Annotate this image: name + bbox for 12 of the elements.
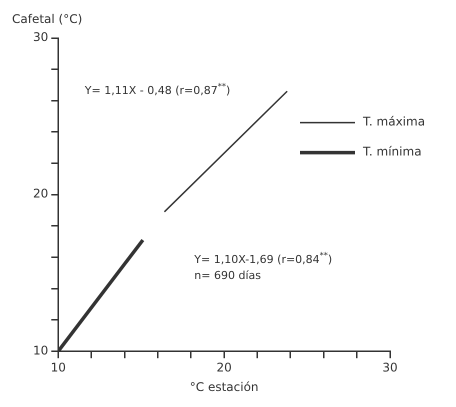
x-axis-title: °C estación xyxy=(190,380,259,394)
y-axis-title: Cafetal (°C) xyxy=(12,12,82,26)
y-tick-label: 10 xyxy=(32,343,48,358)
x-tick-label: 20 xyxy=(216,360,232,375)
y-tick-label: 30 xyxy=(32,30,48,44)
x-tick-label: 10 xyxy=(50,360,66,375)
text: Y= 1,10X-1,69 (r=0,84**) n= 690 días xyxy=(194,250,332,282)
x-tick-label: 30 xyxy=(382,360,398,375)
legend-label: T. máxima xyxy=(362,114,426,129)
annotation: Y= 1,11X - 0,48 (r=0,87**) xyxy=(84,80,230,98)
y-tick-label: 20 xyxy=(32,186,48,201)
legend-label: T. mínima xyxy=(362,144,422,159)
